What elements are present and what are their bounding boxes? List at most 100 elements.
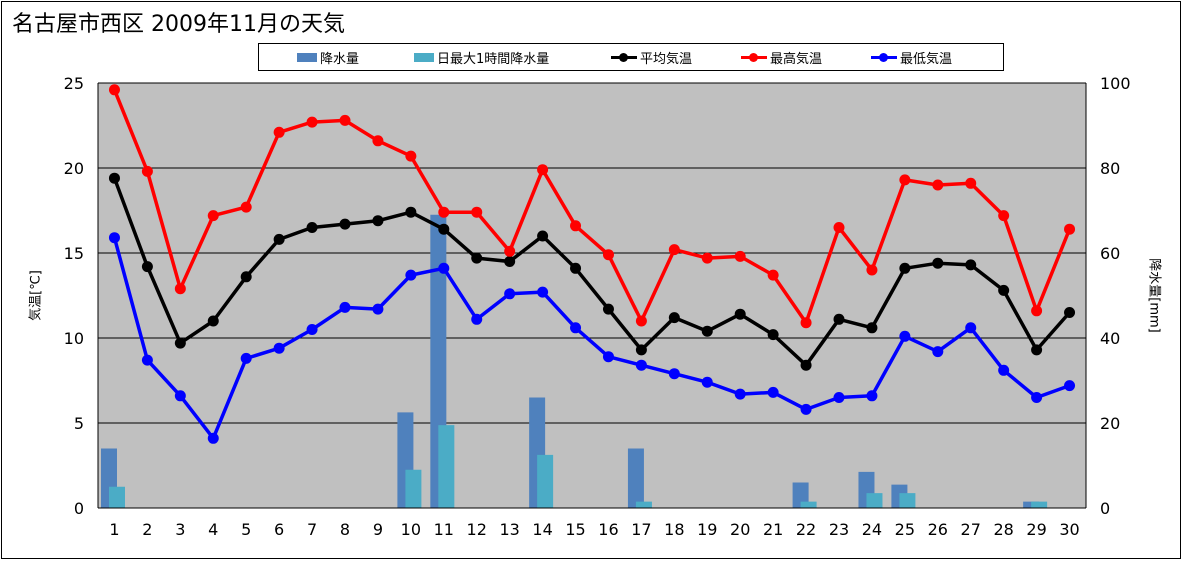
point-average-temperature [174,337,186,349]
point-average-temperature [339,218,351,230]
point-average-temperature [800,359,812,371]
x-tick-label: 25 [895,520,915,539]
y-tick-right: 100 [1100,74,1131,93]
point-min-temperature [998,364,1010,376]
point-min-temperature [635,359,647,371]
bar-max-hourly-precipitation [800,501,817,508]
x-tick-label: 12 [467,520,487,539]
point-average-temperature [438,223,450,235]
bar-max-hourly-precipitation [438,425,455,508]
legend-marker-max-temperature [741,52,767,62]
x-tick-label: 22 [796,520,816,539]
point-min-temperature [504,288,516,300]
point-average-temperature [932,257,944,269]
point-average-temperature [767,329,779,341]
point-max-temperature [174,283,186,295]
point-min-temperature [570,322,582,334]
bar-max-hourly-precipitation [899,493,916,508]
y-tick-left: 20 [64,159,84,178]
legend-item-average-temperature: 平均気温 [611,44,692,70]
point-average-temperature [372,215,384,227]
point-min-temperature [833,392,845,403]
point-average-temperature [471,252,483,264]
point-min-temperature [602,351,614,363]
point-average-temperature [866,322,878,334]
y-tick-right: 60 [1100,244,1120,263]
point-average-temperature [899,262,911,274]
x-tick-label: 11 [434,520,454,539]
point-max-temperature [932,179,944,191]
bar-max-hourly-precipitation [1031,501,1048,508]
x-tick-label: 7 [307,520,317,539]
point-max-temperature [240,201,252,213]
point-min-temperature [207,432,219,444]
legend-item-precipitation: 降水量 [297,44,359,70]
point-min-temperature [174,390,186,402]
y-tick-left: 0 [74,499,84,518]
bar-max-hourly-precipitation [537,454,554,508]
x-tick-label: 30 [1059,520,1079,539]
y-tick-left: 15 [64,244,84,263]
legend-swatch-max-hourly-precipitation [414,52,434,62]
legend-label-min-temperature: 最低気温 [900,51,953,67]
x-tick-label: 26 [928,520,948,539]
point-max-temperature [339,114,351,126]
point-max-temperature [273,126,285,138]
x-tick-label: 29 [1026,520,1046,539]
point-min-temperature [932,346,944,358]
point-min-temperature [273,342,285,354]
legend-item-max-hourly-precipitation: 日最大1時間降水量 [414,44,549,70]
x-tick-label: 10 [401,520,421,539]
point-max-temperature [734,250,746,262]
point-min-temperature [701,376,713,388]
point-max-temperature [1064,223,1076,235]
point-min-temperature [767,386,779,398]
legend-label-precipitation: 降水量 [320,51,360,67]
x-tick-label: 13 [499,520,519,539]
point-max-temperature [504,245,516,257]
plot-area [98,83,1086,508]
y-tick-right: 0 [1100,499,1110,518]
x-tick-label: 24 [862,520,882,539]
point-average-temperature [701,325,713,337]
x-tick-label: 14 [532,520,552,539]
point-min-temperature [306,324,318,335]
point-max-temperature [635,315,647,327]
y-tick-right: 80 [1100,159,1120,178]
x-tick-label: 5 [241,520,251,539]
point-average-temperature [668,312,680,324]
point-average-temperature [833,313,845,325]
x-tick-label: 9 [373,520,383,539]
point-average-temperature [570,262,582,274]
point-max-temperature [899,174,911,186]
point-max-temperature [833,222,845,233]
line-max-temperature [112,89,1072,325]
point-max-temperature [372,135,384,147]
x-tick-label: 19 [697,520,717,539]
legend-swatch-precipitation [297,52,317,62]
point-average-temperature [965,259,977,271]
point-max-temperature [1031,305,1043,317]
point-max-temperature [998,210,1010,222]
point-average-temperature [1064,307,1076,318]
point-max-temperature [965,177,977,189]
y-tick-left: 25 [64,74,84,93]
legend-marker-average-temperature [611,52,637,62]
x-tick-label: 18 [664,520,684,539]
chart-legend: 降水量 日最大1時間降水量 平均気温 最高気温 最低気温 [258,43,1004,71]
point-average-temperature [537,230,549,242]
point-min-temperature [734,388,746,400]
x-tick-label: 20 [730,520,750,539]
x-tick-label: 16 [598,520,618,539]
point-min-temperature [668,368,680,380]
point-min-temperature [537,286,549,298]
point-min-temperature [899,330,911,342]
x-tick-label: 8 [340,520,350,539]
point-min-temperature [471,313,483,325]
point-max-temperature [668,244,680,256]
point-min-temperature [866,390,878,402]
point-average-temperature [141,261,153,273]
y-tick-left: 10 [64,329,84,348]
point-min-temperature [438,262,450,274]
bar-max-hourly-precipitation [866,493,883,508]
